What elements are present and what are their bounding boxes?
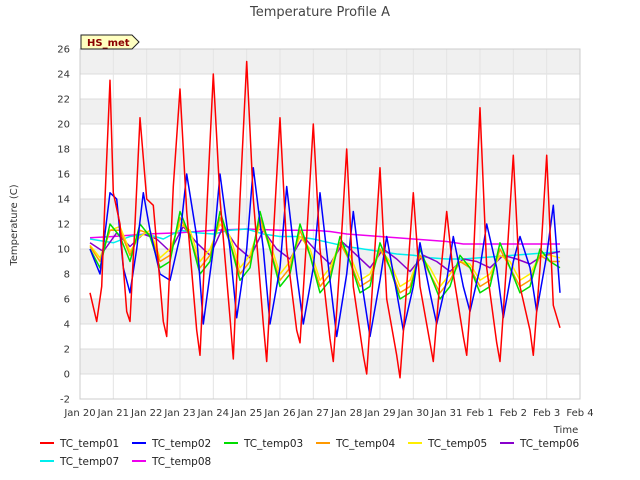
x-tick-label: Jan 24: [197, 408, 229, 419]
legend-item-tc-temp04: TC_temp04: [316, 438, 396, 450]
x-tick-label: Feb 4: [566, 408, 593, 419]
legend-item-tc-temp01: TC_temp01: [40, 438, 119, 450]
chart-title: Temperature Profile A: [249, 5, 390, 20]
legend-item-tc-temp02: TC_temp02: [132, 438, 211, 450]
legend-label: TC_temp04: [335, 438, 396, 450]
x-tick-label: Jan 28: [330, 408, 362, 419]
x-tick-label: Jan 29: [363, 408, 395, 419]
series-line-tc-temp01: [89, 60, 561, 379]
legend-label: TC_temp02: [151, 438, 211, 450]
plot-band: [80, 99, 580, 124]
y-tick-label: -2: [60, 395, 70, 406]
x-tick-label: Feb 3: [533, 408, 560, 419]
y-tick-label: 16: [57, 170, 70, 181]
series-line-tc-temp03: [89, 210, 561, 300]
x-tick-label: Jan 21: [97, 408, 129, 419]
x-tick-label: Jan 30: [397, 408, 429, 419]
station-badge-box: [80, 34, 140, 50]
legend: TC_temp01 TC_temp02 TC_temp03 TC_temp04 TC_t…: [40, 438, 580, 468]
y-tick-label: 10: [57, 245, 70, 256]
legend-item-tc-temp05: TC_temp05: [408, 438, 487, 450]
legend-item-tc-temp06: TC_temp06: [500, 438, 580, 450]
legend-item-tc-temp07: TC_temp07: [40, 456, 119, 468]
legend-label: TC_temp07: [59, 456, 119, 468]
plot-band: [80, 49, 580, 74]
plot-band: [80, 349, 580, 374]
legend-item-tc-temp03: TC_temp03: [224, 438, 303, 450]
x-tick-label: Jan 23: [163, 408, 195, 419]
x-tick-label: Feb 1: [466, 408, 493, 419]
series-line-tc-temp08: [89, 228, 560, 245]
y-tick-label: 22: [57, 95, 70, 106]
legend-item-tc-temp08: TC_temp08: [132, 456, 211, 468]
series-line-tc-temp02: [89, 167, 561, 338]
y-tick-label: 4: [64, 320, 70, 331]
y-tick-label: 2: [64, 345, 70, 356]
legend-label: TC_temp01: [59, 438, 119, 450]
y-tick-label: 26: [57, 45, 70, 56]
x-tick-label: Jan 22: [130, 408, 162, 419]
legend-label: TC_temp05: [427, 438, 487, 450]
x-tick-label: Jan 26: [263, 408, 295, 419]
y-tick-label: 12: [57, 220, 70, 231]
y-tick-label: 8: [64, 270, 70, 281]
y-tick-label: 18: [57, 145, 70, 156]
plot-bands: [80, 49, 580, 374]
y-tick-label: 20: [57, 120, 70, 131]
x-axis-title: Time: [553, 425, 578, 436]
plot-frame: [79, 48, 581, 400]
y-axis-title: Temperature (C): [9, 184, 20, 266]
legend-label: TC_temp08: [151, 456, 211, 468]
plot-band: [80, 149, 580, 174]
station-badge: HS_met: [80, 34, 140, 50]
series-line-tc-temp04: [89, 216, 560, 294]
legend-label: TC_temp06: [519, 438, 580, 450]
series-line-tc-temp05: [89, 223, 561, 288]
legend-label: TC_temp03: [243, 438, 303, 450]
x-tick-label: Jan 27: [297, 408, 329, 419]
y-tick-label: 24: [57, 70, 70, 81]
x-axis-ticks: Jan 20 Jan 21 Jan 22 Jan 23 Jan 24 Jan 25 Jan …: [63, 408, 593, 419]
station-badge-label: HS_met: [87, 38, 130, 49]
series-line-tc-temp06: [89, 225, 561, 273]
x-tick-label: Jan 31: [430, 408, 462, 419]
y-tick-label: 6: [64, 295, 70, 306]
plot-band: [80, 199, 580, 224]
y-tick-label: 14: [57, 195, 70, 206]
x-tick-label: Feb 2: [500, 408, 527, 419]
series-layer: [89, 60, 561, 379]
x-tick-label: Jan 25: [230, 408, 262, 419]
y-tick-label: 0: [64, 370, 70, 381]
x-tick-label: Jan 20: [63, 408, 95, 419]
